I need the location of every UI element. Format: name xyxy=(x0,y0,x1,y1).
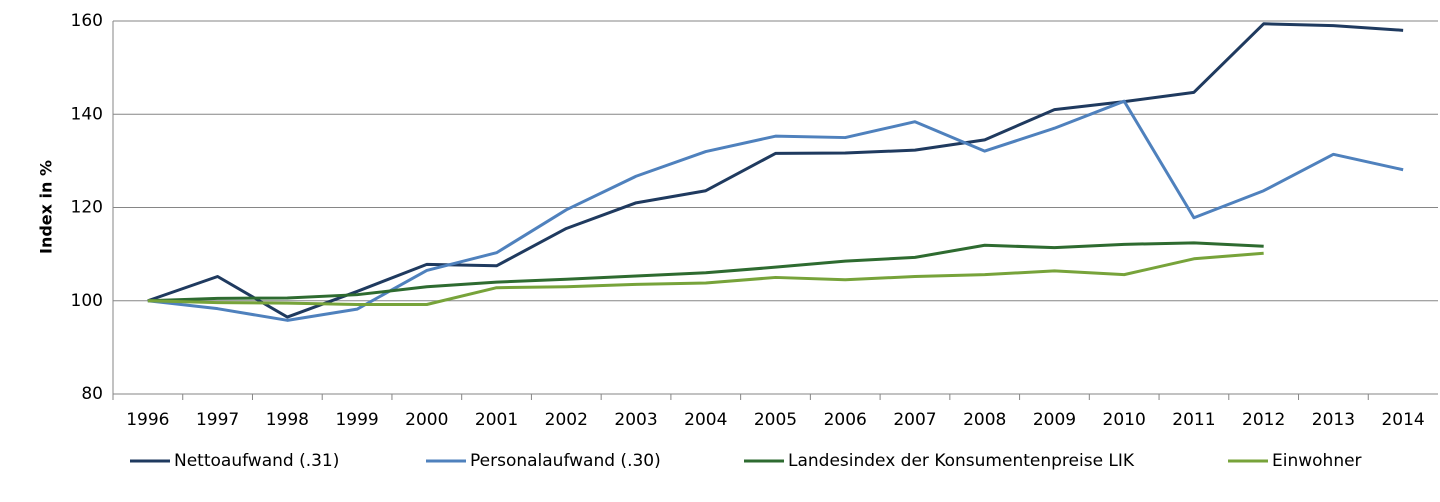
y-tick-label: 100 xyxy=(71,291,103,311)
series-line xyxy=(147,251,1264,306)
y-tick-label: 120 xyxy=(71,198,103,218)
x-tick-label: 2001 xyxy=(475,410,518,430)
series-line xyxy=(147,241,1264,303)
legend-label: Nettoaufwand (.31) xyxy=(174,451,339,471)
x-tick-label: 2007 xyxy=(893,410,936,430)
y-tick-label: 160 xyxy=(71,11,103,31)
legend-label: Einwohner xyxy=(1272,451,1362,471)
x-tick-label: 2008 xyxy=(963,410,1006,430)
x-tick-label: 1998 xyxy=(266,410,309,430)
x-tick-label: 2011 xyxy=(1172,410,1215,430)
x-tick-label: 1996 xyxy=(126,410,169,430)
x-tick-label: 1999 xyxy=(335,410,378,430)
y-tick-label: 80 xyxy=(81,384,103,404)
x-tick-label: 2009 xyxy=(1033,410,1076,430)
x-tick-label: 1997 xyxy=(196,410,239,430)
y-axis-label: Index in % xyxy=(37,160,56,254)
x-tick-label: 2010 xyxy=(1103,410,1146,430)
x-tick-label: 2005 xyxy=(754,410,797,430)
x-tick-label: 2013 xyxy=(1312,410,1355,430)
x-tick-label: 2002 xyxy=(545,410,588,430)
legend-label: Landesindex der Konsumentenpreise LIK xyxy=(788,451,1135,471)
x-tick-label: 2006 xyxy=(824,410,867,430)
x-tick-label: 2014 xyxy=(1381,410,1424,430)
x-tick-label: 2000 xyxy=(405,410,448,430)
x-tick-label: 2004 xyxy=(684,410,727,430)
x-tick-label: 2003 xyxy=(614,410,657,430)
x-tick-label: 2012 xyxy=(1242,410,1285,430)
y-tick-label: 140 xyxy=(71,104,103,124)
legend-label: Personalaufwand (.30) xyxy=(470,451,661,471)
series-line xyxy=(147,99,1404,322)
series-line xyxy=(147,22,1404,319)
